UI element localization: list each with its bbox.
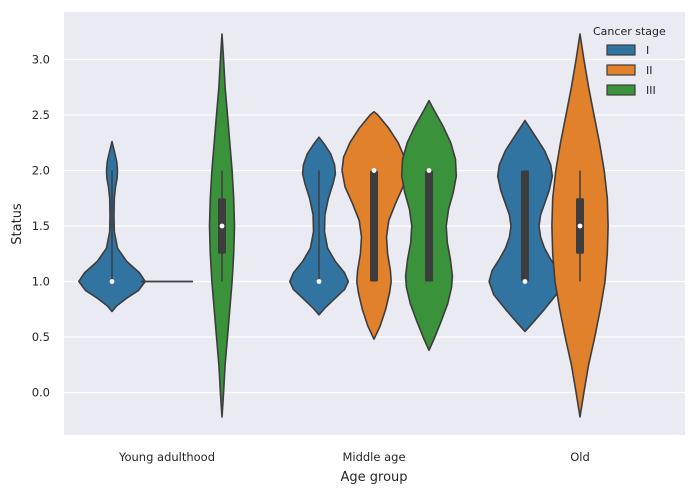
y-axis-title: Status xyxy=(10,203,25,245)
violin-iqr-box xyxy=(370,170,378,282)
violin-median xyxy=(371,168,377,173)
violins xyxy=(78,33,609,418)
x-tick-label: Old xyxy=(570,450,590,464)
y-tick-labels: 0.0 0.5 1.0 1.5 2.0 2.5 3.0 xyxy=(32,53,50,400)
x-tick-label: Middle age xyxy=(342,450,405,464)
violin-median xyxy=(109,279,115,284)
y-tick-label: 2.5 xyxy=(32,108,50,122)
y-tick-label: 2.0 xyxy=(32,164,50,178)
y-tick-label: 3.0 xyxy=(32,53,50,67)
legend-swatch-III xyxy=(606,84,636,96)
violin-median xyxy=(577,223,583,229)
y-tick-label: 1.0 xyxy=(32,275,50,289)
violin-median xyxy=(219,223,225,229)
legend-label: III xyxy=(646,84,656,97)
legend-title: Cancer stage xyxy=(593,25,666,38)
legend-label: I xyxy=(646,44,649,57)
y-tick-label: 1.5 xyxy=(32,219,50,233)
violin-iqr-box xyxy=(521,170,529,282)
legend-swatch-II xyxy=(606,64,636,76)
y-tick-label: 0.0 xyxy=(32,386,50,400)
x-tick-label: Young adulthood xyxy=(118,450,215,464)
violin-median xyxy=(426,168,432,173)
legend-label: II xyxy=(646,64,653,77)
y-tick-label: 0.5 xyxy=(32,330,50,344)
violin-median xyxy=(522,279,528,284)
violin-median xyxy=(316,279,322,284)
legend-swatch-I xyxy=(606,44,636,56)
violin-iqr-box xyxy=(425,170,433,282)
x-axis-title: Age group xyxy=(340,470,407,485)
x-tick-labels: Young adulthood Middle age Old xyxy=(118,450,590,464)
